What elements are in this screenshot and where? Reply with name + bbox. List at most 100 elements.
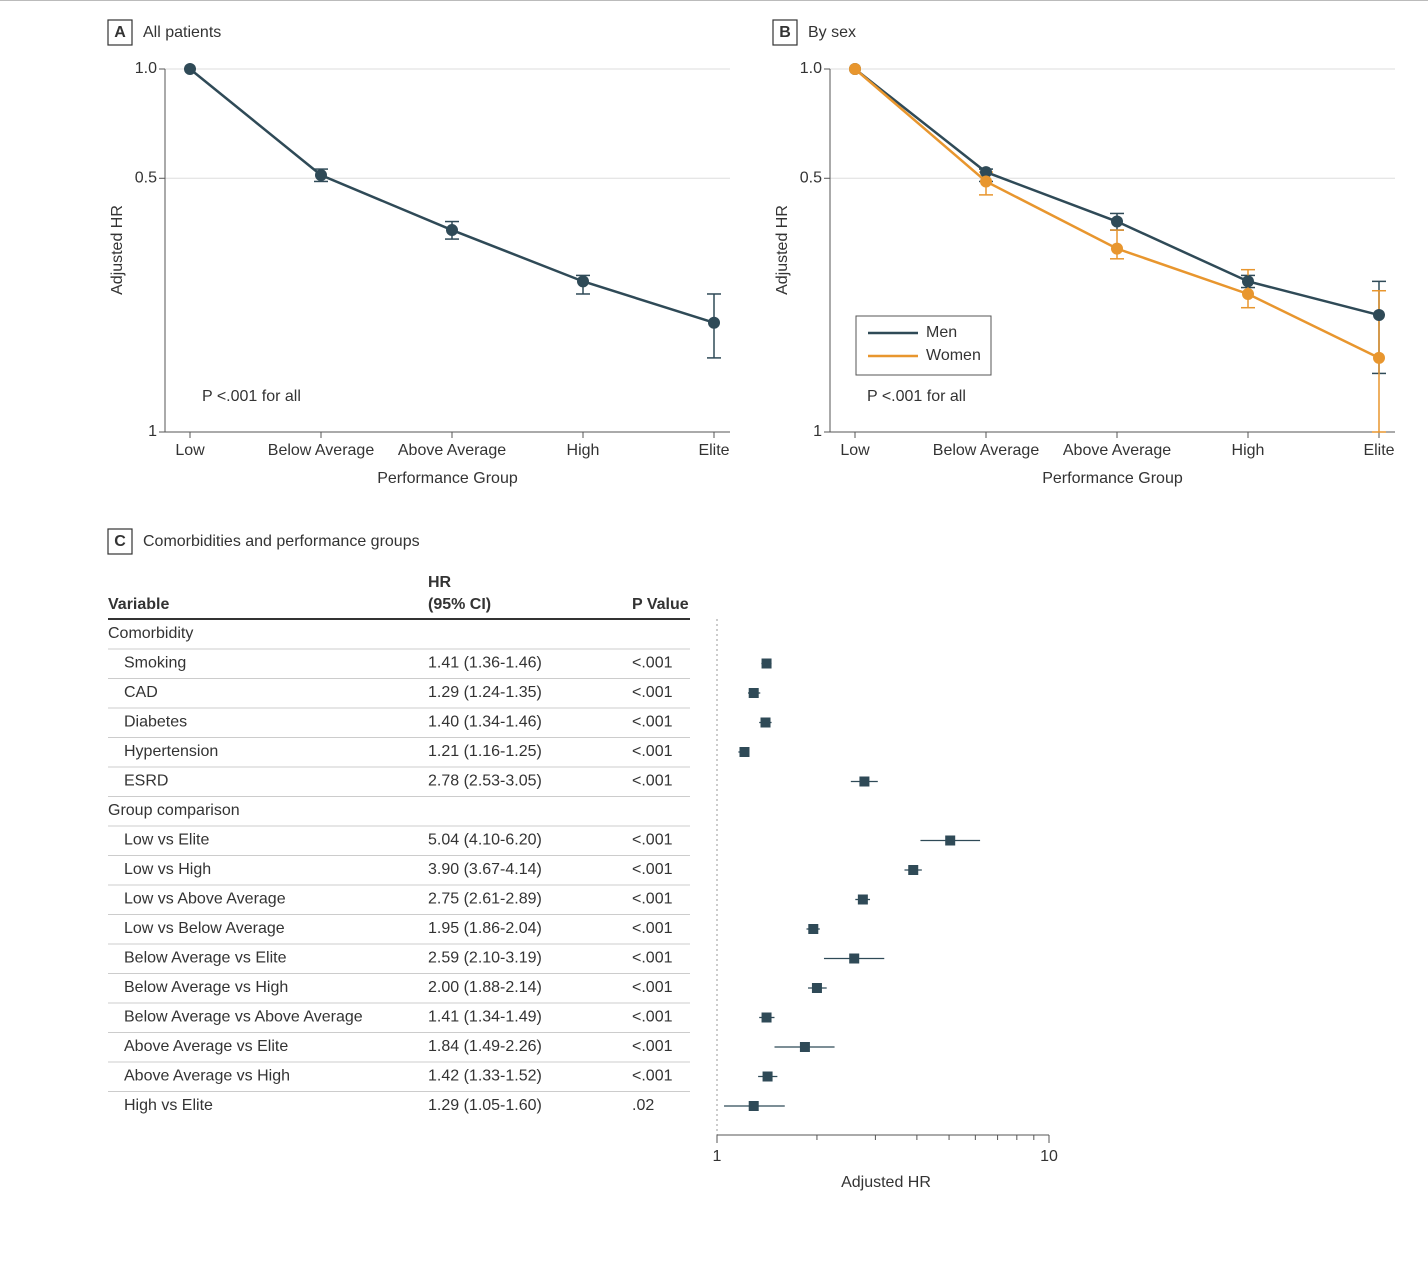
column-header: P Value (632, 596, 689, 613)
x-tick-label: Low (175, 442, 205, 459)
hr-marker (859, 776, 870, 787)
series-line (189, 68, 715, 324)
p-value: <.001 (632, 684, 673, 701)
x-axis-label: Performance Group (377, 470, 518, 487)
p-value: .02 (632, 1097, 654, 1114)
hr-label: 1.29 (1.24-1.35) (428, 684, 542, 701)
p-value: <.001 (632, 655, 673, 672)
x-tick-label: High (567, 442, 600, 459)
panel-title: All patients (143, 24, 221, 41)
panel-label: A (114, 24, 126, 41)
p-value: <.001 (632, 920, 673, 937)
hr-marker (748, 688, 759, 698)
hr-label: 1.42 (1.33-1.52) (428, 1068, 542, 1085)
annotation: P <.001 for all (867, 388, 966, 405)
p-value: <.001 (632, 1068, 673, 1085)
series-line (854, 68, 1380, 317)
variable-label: Hypertension (124, 743, 218, 760)
hr-label: 1.41 (1.34-1.49) (428, 1009, 542, 1026)
x-tick-label: Below Average (933, 442, 1040, 459)
panel-label: C (114, 533, 126, 550)
y-tick-label: 1.0 (135, 60, 157, 77)
hr-label: 1.95 (1.86-2.04) (428, 920, 542, 937)
x-tick-label: 10 (1040, 1148, 1058, 1165)
y-axis-label: Adjusted HR (109, 205, 126, 295)
data-point (980, 175, 992, 188)
legend-label: Women (926, 347, 981, 364)
y-tick-label: 1.0 (800, 60, 822, 77)
hr-marker (857, 894, 868, 905)
x-tick-label: Low (840, 442, 870, 459)
data-point (315, 169, 327, 182)
hr-marker (808, 924, 819, 934)
data-point (446, 224, 458, 237)
data-point (708, 316, 720, 329)
hr-label: 1.40 (1.34-1.46) (428, 714, 542, 731)
hr-marker (748, 1101, 759, 1111)
column-header: HR (428, 574, 452, 591)
p-value: <.001 (632, 743, 673, 760)
hr-marker (760, 717, 771, 728)
panel-title: By sex (808, 24, 856, 41)
hr-label: 2.78 (2.53-3.05) (428, 773, 542, 790)
group-header: Comorbidity (108, 625, 193, 642)
hr-marker (811, 983, 822, 993)
panel-label-box (772, 19, 798, 46)
y-tick-label: 0.5 (800, 169, 822, 186)
panel-label-box (107, 528, 133, 555)
data-point (1242, 275, 1254, 288)
data-point (1111, 242, 1123, 255)
variable-label: CAD (124, 684, 158, 701)
x-tick-label: Above Average (1063, 442, 1171, 459)
hr-label: 1.84 (1.49-2.26) (428, 1038, 542, 1055)
legend-label: Men (926, 324, 957, 341)
panel-title: Comorbidities and performance groups (143, 533, 420, 550)
p-value: <.001 (632, 861, 673, 878)
variable-label: Below Average vs Above Average (124, 1009, 363, 1026)
data-point (1242, 287, 1254, 300)
hr-label: 1.41 (1.36-1.46) (428, 655, 542, 672)
variable-label: Low vs Elite (124, 832, 209, 849)
hr-label: 2.59 (2.10-3.19) (428, 950, 542, 967)
hr-label: 2.75 (2.61-2.89) (428, 891, 542, 908)
variable-label: Above Average vs High (124, 1068, 290, 1085)
x-tick-label: High (1232, 442, 1265, 459)
variable-label: Low vs Above Average (124, 891, 286, 908)
x-tick-label: Below Average (268, 442, 375, 459)
column-header: Variable (108, 596, 169, 613)
data-point (849, 63, 861, 75)
hr-marker (761, 658, 772, 669)
variable-label: Below Average vs Elite (124, 950, 287, 967)
p-value: <.001 (632, 950, 673, 967)
data-point (1111, 215, 1123, 228)
x-axis-label: Performance Group (1042, 470, 1183, 487)
x-tick-label: Elite (698, 442, 729, 459)
data-point (980, 166, 992, 179)
hr-marker (739, 747, 750, 757)
variable-label: ESRD (124, 773, 168, 790)
p-value: <.001 (632, 1009, 673, 1026)
p-value: <.001 (632, 1038, 673, 1055)
x-tick-label: Elite (1363, 442, 1394, 459)
variable-label: Diabetes (124, 714, 187, 731)
variable-label: Low vs Below Average (124, 920, 285, 937)
hr-label: 5.04 (4.10-6.20) (428, 832, 542, 849)
hr-marker (799, 1042, 810, 1052)
variable-label: High vs Elite (124, 1097, 213, 1114)
x-tick-label: 1 (713, 1148, 722, 1165)
group-header: Group comparison (108, 802, 240, 819)
variable-label: Below Average vs High (124, 979, 288, 996)
hr-label: 1.21 (1.16-1.25) (428, 743, 542, 760)
annotation: P <.001 for all (202, 388, 301, 405)
variable-label: Low vs High (124, 861, 211, 878)
variable-label: Smoking (124, 655, 186, 672)
p-value: <.001 (632, 891, 673, 908)
p-value: <.001 (632, 979, 673, 996)
hr-marker (945, 835, 956, 846)
p-value: <.001 (632, 714, 673, 731)
y-tick-label: 1 (813, 423, 822, 440)
p-value: <.001 (632, 773, 673, 790)
x-axis-label: Adjusted HR (841, 1174, 931, 1191)
hr-marker (762, 1071, 773, 1082)
data-point (1373, 351, 1385, 364)
